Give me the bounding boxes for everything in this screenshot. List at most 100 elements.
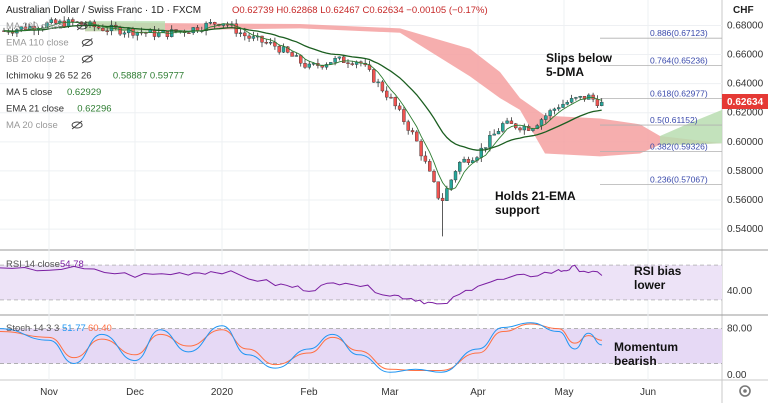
candle-body-98 xyxy=(423,155,428,162)
candle-body-103 xyxy=(445,188,449,201)
candle-body-44 xyxy=(191,27,195,34)
candle-body-80 xyxy=(346,62,350,64)
candle-body-77 xyxy=(333,58,337,63)
legend-label-4: MA 5 close xyxy=(6,87,52,98)
candle-body-48 xyxy=(208,22,213,24)
candle-body-95 xyxy=(410,130,415,133)
annotation-rsi-line1: RSI bias xyxy=(634,264,682,278)
candle-body-55 xyxy=(238,32,243,35)
eye-off-icon-shape xyxy=(81,55,93,63)
candle-body-56 xyxy=(243,32,247,37)
candle-body-102 xyxy=(440,197,445,201)
candle-body-89 xyxy=(385,90,389,98)
annotation-rsi-line2: lower xyxy=(634,278,666,292)
ma5-line xyxy=(3,21,602,191)
candle-body-121 xyxy=(522,126,526,131)
time-tick-label-4: Mar xyxy=(381,387,399,398)
candle-body-134 xyxy=(578,96,582,98)
candle-body-27 xyxy=(118,27,122,35)
candle-body-105 xyxy=(453,171,458,181)
candle-body-112 xyxy=(483,147,488,149)
candle-body-15 xyxy=(66,19,71,27)
fib-label-5: 0.236(0.57067) xyxy=(650,174,708,184)
symbol-title: Australian Dollar / Swiss Franc · 1D · F… xyxy=(6,5,201,16)
candle-body-65 xyxy=(281,46,286,53)
time-tick-label-7: Jun xyxy=(640,387,656,398)
indicator-legend: MA 200 close EMA 110 close BB 20 close 2 Ic… xyxy=(6,21,184,131)
fib-label-3: 0.5(0.61152) xyxy=(650,115,698,125)
eye-off-icon-shape xyxy=(76,22,88,30)
cloud-bullish xyxy=(660,109,722,145)
grid-lines xyxy=(0,0,722,380)
eye-off-icon-slash xyxy=(76,21,88,31)
candle-body-22 xyxy=(96,26,101,29)
legend-value-5: 0.62296 xyxy=(77,104,111,115)
candle-body-67 xyxy=(290,52,294,57)
candle-body-75 xyxy=(324,64,329,68)
gear-icon[interactable] xyxy=(739,385,751,397)
candle-body-120 xyxy=(518,127,522,131)
time-tick-label-3: Feb xyxy=(300,387,318,398)
candle-body-16 xyxy=(71,19,75,22)
eye-off-icon-shape xyxy=(71,121,83,129)
candle-body-104 xyxy=(449,179,453,189)
rsi-header-label: RSI 14 close xyxy=(6,259,60,270)
annotation-slips-line2: 5-DMA xyxy=(546,65,584,79)
stoch-header-label: Stoch 14 3 3 xyxy=(6,323,59,334)
candle-body-23 xyxy=(101,27,105,31)
rsi-pane xyxy=(0,264,722,305)
candle-body-81 xyxy=(350,63,354,65)
ema21-line xyxy=(3,24,602,151)
candle-body-60 xyxy=(260,35,264,43)
fibonacci-levels: 0.886(0.67123) 0.764(0.65236) 0.618(0.6297… xyxy=(600,28,722,185)
rsi-line xyxy=(0,264,603,305)
stoch-tick-label-0: 80.00 xyxy=(727,324,752,335)
stoch-tick-label-1: 0.00 xyxy=(727,370,747,381)
stoch-header-d: 60.40 xyxy=(88,323,112,334)
price-tick-label-6: 0.56000 xyxy=(727,195,764,206)
candle-body-4 xyxy=(19,26,23,30)
candle-body-100 xyxy=(432,170,436,182)
candle-body-92 xyxy=(397,105,402,110)
candle-body-118 xyxy=(509,120,514,124)
time-tick-label-5: Apr xyxy=(470,387,486,398)
price-tick-label-3: 0.62000 xyxy=(727,108,764,119)
fib-label-2: 0.618(0.62977) xyxy=(650,89,708,99)
candle-body-129 xyxy=(557,107,561,110)
eye-off-icon-slash xyxy=(81,38,93,47)
candle-body-125 xyxy=(539,119,544,126)
annotation-holds-line2: support xyxy=(495,203,540,217)
legend-label-0: MA 200 close xyxy=(6,21,63,32)
candle-body-114 xyxy=(492,133,496,136)
candle-body-11 xyxy=(49,19,53,23)
price-tick-label-4: 0.60000 xyxy=(727,137,764,148)
eye-off-icon-shape xyxy=(81,39,93,46)
legend-label-1: EMA 110 close xyxy=(6,38,69,49)
legend-label-6: MA 20 close xyxy=(6,120,58,131)
candle-body-78 xyxy=(337,56,342,59)
moving-averages xyxy=(3,21,602,191)
time-tick-label-1: Dec xyxy=(126,387,144,398)
candle-body-66 xyxy=(286,46,290,53)
candle-body-90 xyxy=(389,96,393,99)
stoch-band xyxy=(0,328,722,364)
stoch-pane xyxy=(0,322,722,373)
candle-body-14 xyxy=(62,20,66,27)
candle-body-71 xyxy=(307,63,311,68)
candle-body-93 xyxy=(402,109,406,122)
candle-body-107 xyxy=(462,158,466,163)
candle-body-64 xyxy=(277,45,281,53)
candle-body-99 xyxy=(428,161,432,172)
price-tick-label-2: 0.64000 xyxy=(727,79,764,90)
currency-label: CHF xyxy=(733,5,754,16)
eye-off-icon-slash xyxy=(71,120,83,130)
legend-label-3: Ichimoku 9 26 52 26 xyxy=(6,71,92,82)
candle-body-69 xyxy=(299,55,303,64)
axis-labels: 0.68000 0.66000 0.64000 0.62000 0.60000 0.580… xyxy=(40,20,763,398)
annotation-holds-line1: Holds 21-EMA xyxy=(495,189,576,203)
eye-off-icon xyxy=(76,21,88,31)
candle-body-70 xyxy=(303,63,307,68)
candle-body-87 xyxy=(376,81,380,84)
candle-body-49 xyxy=(212,22,217,25)
